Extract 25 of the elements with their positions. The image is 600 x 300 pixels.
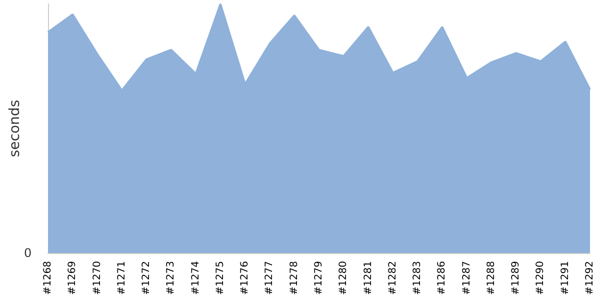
x-tick-label: #1277 <box>264 261 276 295</box>
x-tick-label: #1275 <box>214 261 226 295</box>
x-tick-label: #1280 <box>338 261 350 295</box>
x-tick-label: #1289 <box>510 261 522 295</box>
x-tick-label: #1286 <box>436 261 448 295</box>
x-tick-label: #1274 <box>190 261 202 295</box>
text: 0 <box>24 246 32 260</box>
x-tick-label: #1273 <box>166 261 177 295</box>
x-tick-label: #1268 <box>42 261 54 295</box>
x-tick-label: #1282 <box>387 261 398 295</box>
x-tick-label: #1279 <box>314 261 324 295</box>
x-tick-label: #1291 <box>560 261 571 295</box>
x-tick-label: #1290 <box>535 261 546 295</box>
x-tick-label: #1272 <box>141 261 152 295</box>
x-tick-label: #1270 <box>92 261 103 295</box>
x-tick-label: #1276 <box>240 261 251 295</box>
x-tick-label: #1288 <box>486 261 497 295</box>
x-tick-label: #1281 <box>362 261 374 295</box>
x-tick-label: #1292 <box>584 261 596 295</box>
x-tick-label: #1287 <box>461 261 472 295</box>
y-axis-title: seconds <box>7 100 23 158</box>
x-tick-label: #1278 <box>288 261 300 295</box>
x-tick-label: #1283 <box>412 261 424 295</box>
x-tick-label: #1271 <box>116 261 128 295</box>
x-tick-label: #1269 <box>67 261 78 295</box>
